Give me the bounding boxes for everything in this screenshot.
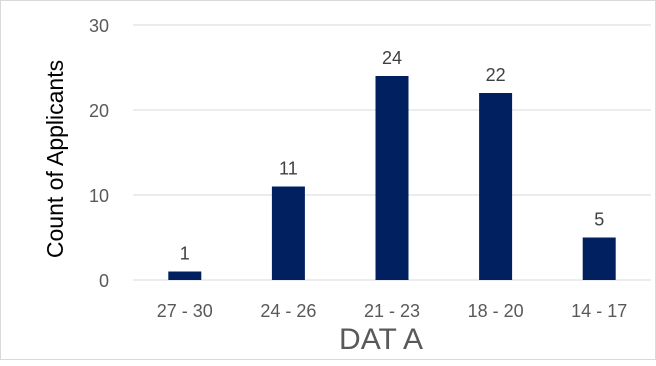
x-tick-label: 21 - 23 bbox=[364, 301, 420, 321]
bar bbox=[168, 271, 202, 280]
bars bbox=[168, 76, 616, 280]
bar bbox=[479, 93, 513, 280]
x-tick-label: 27 - 30 bbox=[157, 301, 213, 321]
data-label: 24 bbox=[382, 48, 402, 68]
data-label: 5 bbox=[594, 210, 604, 230]
y-tick-label: 30 bbox=[89, 16, 109, 36]
data-label: 22 bbox=[486, 65, 506, 85]
bar bbox=[375, 76, 409, 280]
y-axis-label: Count of Applicants bbox=[42, 60, 68, 258]
x-tick-label: 24 - 26 bbox=[260, 301, 316, 321]
data-label: 1 bbox=[180, 244, 190, 264]
x-tick-label: 14 - 17 bbox=[571, 301, 627, 321]
data-label: 11 bbox=[279, 159, 298, 179]
y-tick-label: 0 bbox=[99, 271, 109, 291]
bar bbox=[271, 186, 305, 280]
y-tick-label: 20 bbox=[89, 101, 109, 121]
y-tick-label: 10 bbox=[89, 186, 109, 206]
x-axis-label: DAT A bbox=[339, 323, 423, 356]
y-tick-labels: 0 10 20 30 bbox=[89, 16, 109, 291]
x-tick-label: 18 - 20 bbox=[468, 301, 524, 321]
bar bbox=[582, 237, 616, 280]
x-tick-labels: 27 - 30 24 - 26 21 - 23 18 - 20 14 - 17 bbox=[157, 301, 627, 321]
